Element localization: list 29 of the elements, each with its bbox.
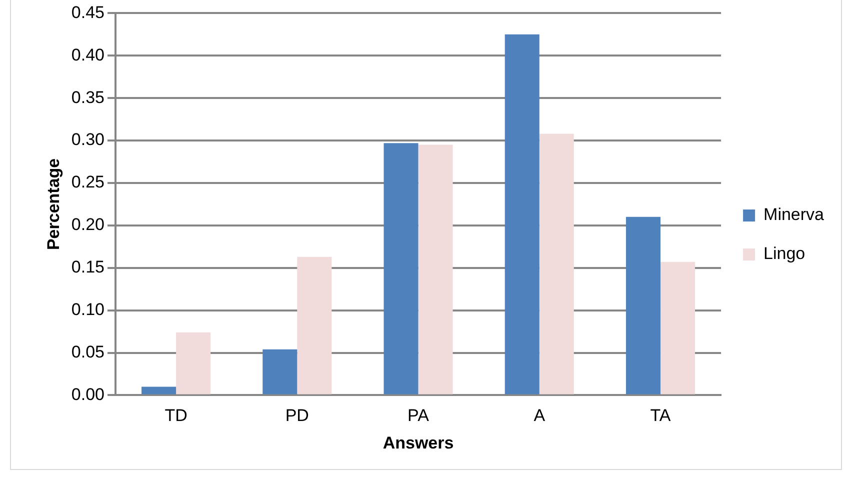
x-tick-label: TA (650, 406, 672, 426)
legend-label: Lingo (764, 244, 806, 264)
y-tick-label: 0.30 (71, 130, 104, 150)
bar (297, 256, 332, 394)
bar (142, 386, 176, 394)
bar (660, 262, 695, 394)
x-axis-title: Answers (382, 433, 454, 452)
bar (539, 134, 574, 394)
bar (626, 216, 660, 394)
x-tick-label: PA (408, 406, 430, 426)
y-tick-label: 0.35 (71, 88, 104, 107)
x-tick-label: PD (285, 406, 309, 426)
bar (262, 349, 298, 394)
y-axis-title: Percentage (44, 158, 63, 250)
y-tick-label: 0.05 (71, 342, 104, 362)
y-tick-label: 0.00 (71, 384, 104, 404)
y-tick-label: 0.15 (71, 258, 104, 277)
y-tick-label: 0.10 (71, 300, 104, 319)
y-tick-label: 0.45 (71, 2, 104, 22)
y-tick-label: 0.25 (71, 172, 104, 192)
y-tick-label: 0.20 (71, 215, 104, 234)
x-tick-label: TD (164, 406, 188, 426)
x-tick-label: A (534, 406, 546, 426)
bar (384, 143, 418, 394)
legend-label: Minerva (764, 205, 825, 224)
y-tick-label: 0.40 (71, 45, 104, 64)
bar (176, 332, 211, 394)
bar (418, 144, 453, 394)
bar (504, 34, 540, 394)
